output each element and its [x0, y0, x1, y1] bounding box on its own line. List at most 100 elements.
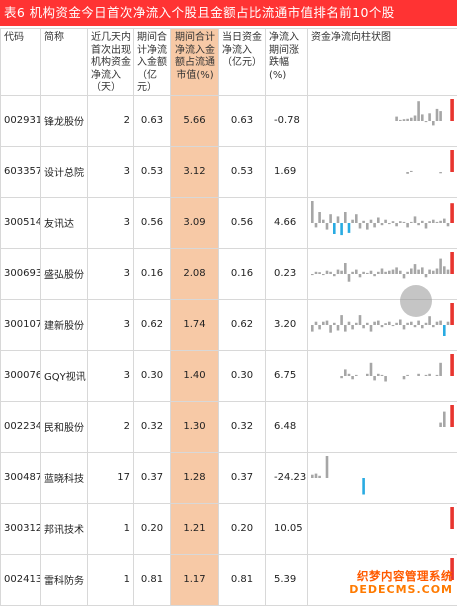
cell-days: 2	[88, 95, 134, 146]
bar-mark	[377, 373, 380, 375]
bar-mark	[315, 473, 318, 477]
cell-change: -0.78	[266, 95, 308, 146]
bar-mark	[406, 271, 409, 273]
bar-mark	[359, 223, 362, 229]
cell-code: 300693	[1, 248, 41, 299]
bar-mark	[337, 325, 340, 331]
bar-mark	[421, 325, 424, 328]
cell-code: 300076	[1, 350, 41, 401]
bar-mark	[355, 322, 358, 324]
bar-mark	[381, 268, 384, 274]
bar-mark	[318, 272, 321, 274]
ranking-table: 代码 简称 近几天内首次出现机构资金净流入（天） 期间合计净流入金额（亿元） 期…	[0, 28, 457, 606]
bar-mark	[406, 322, 409, 324]
bar-mark	[348, 223, 351, 233]
cell-change: 3.20	[266, 299, 308, 350]
cell-ratio: 1.40	[171, 350, 219, 401]
bar-mark	[318, 475, 321, 477]
cell-today: 0.16	[219, 248, 266, 299]
cell-name: 设计总院	[41, 146, 88, 197]
bar-mark	[443, 325, 446, 336]
bar-mark	[414, 115, 417, 121]
bar-mark	[447, 269, 450, 273]
bar-mark	[403, 221, 406, 222]
bar-mark	[410, 221, 413, 222]
bar-mark	[403, 119, 406, 121]
bar-mark	[403, 376, 406, 379]
bar-mark	[414, 216, 417, 223]
cell-ratio: 5.66	[171, 95, 219, 146]
bar-mark	[370, 270, 373, 273]
bar-mark	[425, 374, 428, 375]
bar-mark	[333, 322, 336, 324]
bar-today	[450, 252, 454, 274]
bar-mark	[377, 217, 380, 223]
cell-today: 0.20	[219, 503, 266, 554]
bar-mark	[414, 264, 417, 274]
bar-mark	[377, 320, 380, 324]
cell-period-amount: 0.32	[134, 401, 171, 452]
bar-mark	[406, 374, 409, 375]
flow-bar-chart	[308, 300, 457, 350]
cell-period-amount: 0.16	[134, 248, 171, 299]
bar-mark	[340, 223, 343, 235]
bar-mark	[428, 113, 431, 121]
cell-name: 锋龙股份	[41, 95, 88, 146]
cell-code: 002234	[1, 401, 41, 452]
bar-mark	[392, 221, 395, 223]
bar-mark	[322, 219, 325, 222]
bar-mark	[318, 212, 321, 223]
bar-mark	[447, 321, 450, 324]
bar-mark	[425, 322, 428, 324]
bar-mark	[388, 270, 391, 273]
bar-mark	[384, 323, 387, 325]
bar-mark	[315, 321, 318, 324]
bar-mark	[439, 362, 442, 375]
flow-bar-chart	[308, 402, 457, 452]
cell-days: 3	[88, 299, 134, 350]
bar-mark	[370, 219, 373, 222]
cell-name: 建新股份	[41, 299, 88, 350]
cell-period-amount: 0.62	[134, 299, 171, 350]
cell-period-amount: 0.81	[134, 554, 171, 605]
flow-bar-chart	[308, 147, 457, 197]
cell-change: -24.23	[266, 452, 308, 503]
bar-today	[450, 150, 454, 172]
bar-mark	[406, 118, 409, 120]
bar-mark	[329, 271, 332, 273]
cell-period-amount: 0.56	[134, 197, 171, 248]
bar-mark	[410, 321, 413, 324]
bar-mark	[373, 321, 376, 324]
bar-mark	[395, 267, 398, 274]
cell-days: 3	[88, 197, 134, 248]
cell-period-amount: 0.30	[134, 350, 171, 401]
cell-change: 5.39	[266, 554, 308, 605]
bar-mark	[329, 214, 332, 223]
bar-mark	[399, 319, 402, 325]
bar-mark	[362, 220, 365, 222]
bar-mark	[432, 325, 435, 327]
bar-mark	[439, 220, 442, 222]
bar-mark	[432, 270, 435, 273]
cell-change: 4.66	[266, 197, 308, 248]
bar-mark	[436, 321, 439, 324]
cell-name: 民和股份	[41, 401, 88, 452]
bar-today	[450, 303, 454, 325]
cell-name: GQY视讯	[41, 350, 88, 401]
bar-mark	[337, 269, 340, 273]
bar-mark	[388, 223, 391, 224]
table-title: 表6 机构资金今日首次净流入个股且金额占比流通市值排名前10个股	[0, 0, 457, 26]
bar-mark	[439, 320, 442, 324]
bar-today	[450, 354, 454, 376]
bar-mark	[436, 108, 439, 120]
cell-change: 6.75	[266, 350, 308, 401]
cell-period-amount: 0.53	[134, 146, 171, 197]
cell-name: 邦讯技术	[41, 503, 88, 554]
cell-today: 0.62	[219, 299, 266, 350]
header-row: 代码 简称 近几天内首次出现机构资金净流入（天） 期间合计净流入金额（亿元） 期…	[1, 29, 457, 96]
bar-mark	[439, 111, 442, 121]
flow-bar-chart	[308, 249, 457, 299]
